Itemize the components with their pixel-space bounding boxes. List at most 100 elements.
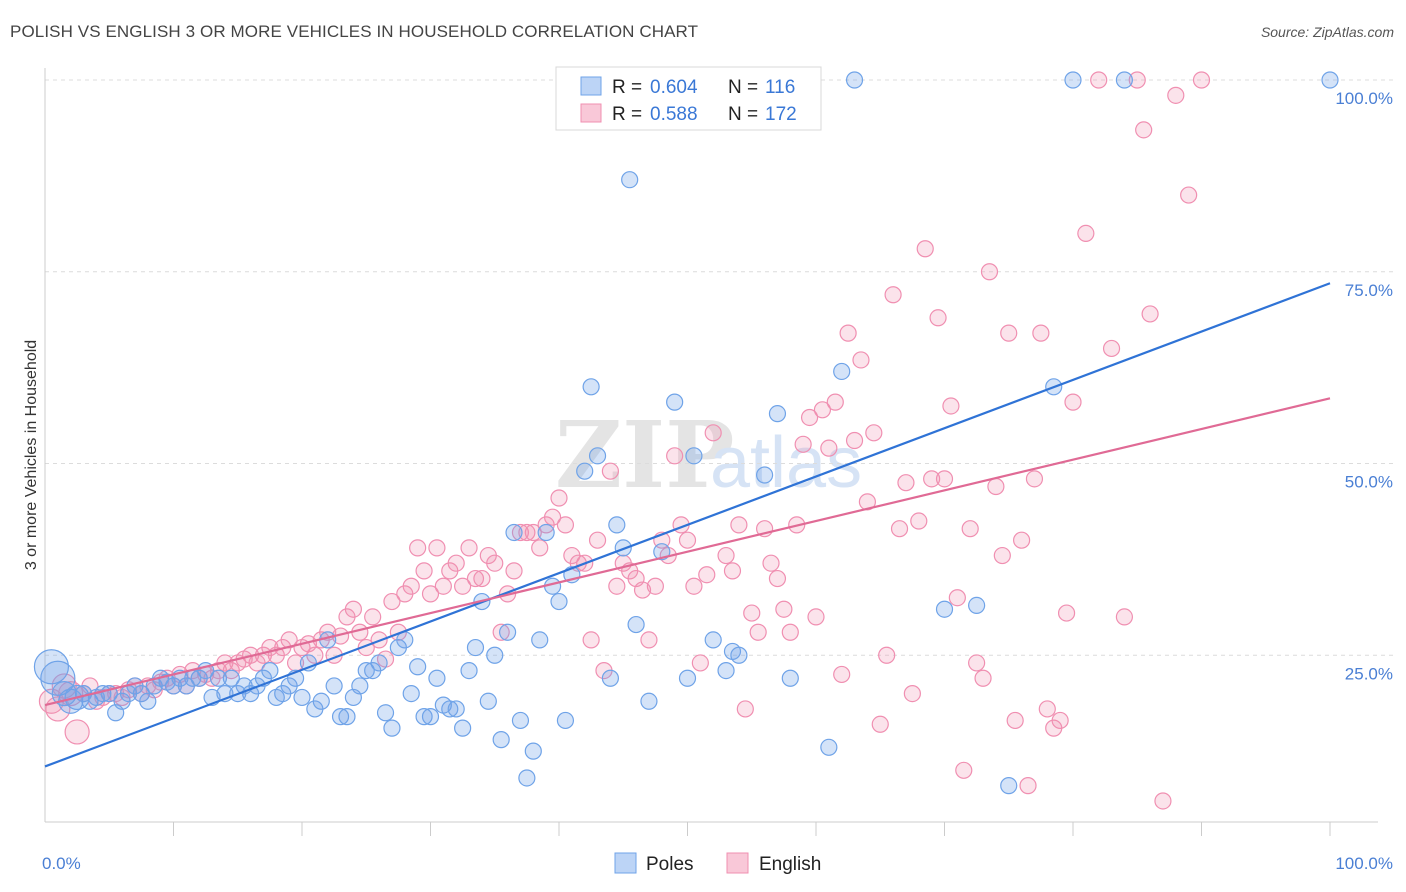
english-point — [1115, 608, 1134, 626]
english-point — [993, 546, 1011, 565]
poles-point — [588, 447, 607, 465]
english-point — [717, 546, 735, 565]
english-point — [723, 562, 742, 580]
english-point — [1180, 186, 1198, 204]
english-point — [807, 608, 825, 626]
english-point — [678, 531, 697, 549]
poles-point — [768, 405, 787, 423]
legend-n-label-english: N = — [728, 104, 758, 125]
english-point — [897, 474, 915, 492]
english-point — [1141, 305, 1159, 323]
english-point — [511, 523, 530, 542]
english-point — [884, 286, 902, 304]
english-point — [646, 577, 664, 595]
english-point — [428, 539, 446, 557]
poles-point — [415, 708, 433, 726]
poles-point — [582, 378, 600, 396]
english-point — [608, 577, 626, 595]
english-point — [473, 569, 491, 588]
english-point — [1006, 711, 1024, 730]
english-point — [344, 600, 362, 618]
y-tick-label: 50.0% — [1345, 473, 1393, 492]
poles-point — [499, 623, 517, 641]
poles-point — [486, 646, 504, 664]
poles-point — [454, 719, 472, 737]
gridlines — [45, 79, 1395, 656]
english-point — [749, 623, 767, 641]
poles-point — [730, 646, 748, 664]
english-points — [38, 71, 1211, 810]
english-point — [505, 562, 523, 580]
english-point — [948, 589, 966, 607]
english-point — [633, 581, 652, 599]
poles-point — [40, 660, 76, 696]
y-tick-label: 100.0% — [1335, 89, 1393, 108]
english-point — [486, 554, 504, 572]
legend-r-value-poles: 0.604 — [650, 77, 698, 98]
poles-point — [139, 692, 157, 710]
poles-point — [627, 615, 645, 634]
poles-point — [717, 661, 735, 680]
poles-point — [447, 700, 465, 718]
english-point — [903, 684, 921, 703]
poles-point — [428, 669, 446, 687]
english-point — [820, 439, 838, 457]
english-point — [974, 669, 992, 687]
english-point — [961, 520, 979, 538]
english-point — [935, 470, 954, 488]
poles-trend-line — [44, 282, 1331, 768]
english-point — [1128, 71, 1146, 89]
poles-point — [755, 466, 774, 484]
english-point — [1064, 393, 1082, 411]
english-point — [421, 585, 440, 603]
poles-point — [531, 631, 549, 649]
english-point — [781, 623, 799, 641]
english-point — [775, 600, 793, 618]
english-point — [833, 665, 851, 684]
legend-n-label-poles: N = — [728, 77, 758, 98]
chart-title: POLISH VS ENGLISH 3 OR MORE VEHICLES IN … — [10, 22, 699, 41]
poles-point — [640, 692, 658, 710]
legend-n-value-poles: 116 — [765, 77, 795, 98]
legend-swatch-english — [580, 103, 602, 123]
poles-point — [935, 600, 954, 618]
english-point — [743, 604, 761, 622]
poles-point — [653, 543, 671, 561]
english-point — [910, 512, 928, 530]
english-point — [980, 263, 999, 281]
english-point — [666, 447, 684, 465]
english-trend-line — [44, 397, 1331, 707]
poles-point — [1000, 777, 1018, 795]
poles-point — [421, 708, 440, 726]
poles-point — [781, 669, 799, 687]
poles-point — [608, 516, 626, 534]
english-point — [916, 240, 934, 258]
english-point — [1000, 324, 1018, 342]
y-tick-label: 75.0% — [1345, 281, 1393, 300]
poles-point — [518, 769, 536, 787]
english-point — [1057, 604, 1076, 622]
poles-point — [209, 669, 228, 687]
stats-legend: R = 0.604 N = 116 R = 0.588 N = 172 — [555, 66, 822, 131]
series-legend: Poles English — [614, 852, 821, 875]
poles-point — [312, 692, 330, 710]
english-point — [383, 592, 401, 611]
english-point — [929, 309, 947, 327]
poles-point — [293, 688, 311, 707]
poles-point — [678, 669, 697, 687]
english-point — [890, 520, 909, 538]
axes — [44, 68, 1378, 823]
poles-point — [261, 661, 279, 680]
english-point — [923, 470, 941, 488]
english-point — [543, 508, 562, 526]
poles-point — [621, 171, 639, 189]
poles-point — [351, 677, 369, 695]
poles-point — [370, 654, 388, 672]
english-point — [794, 435, 812, 453]
english-point — [698, 566, 716, 584]
poles-point — [537, 523, 555, 542]
poles-point — [1321, 71, 1339, 89]
y-tick-labels: 25.0% 50.0% 75.0% 100.0% — [1335, 89, 1393, 683]
poles-point — [556, 711, 575, 730]
